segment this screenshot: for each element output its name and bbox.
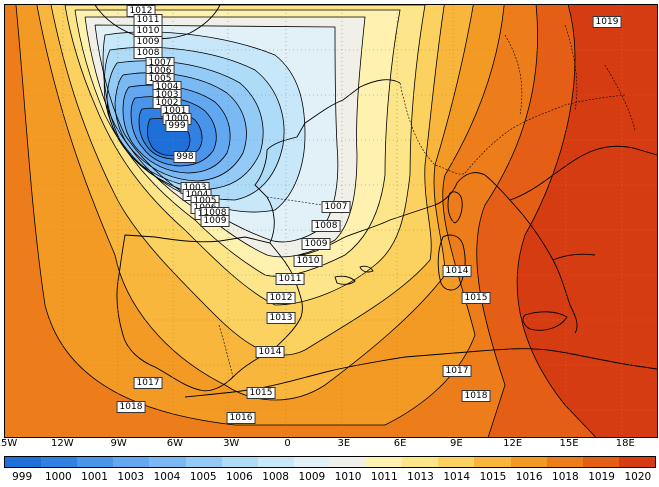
contour-label: 1018 xyxy=(461,390,491,402)
contour-label: 1007 xyxy=(321,201,351,213)
colorbar-swatch xyxy=(41,457,78,467)
colorbar-swatch xyxy=(149,457,186,467)
colorbar-swatch xyxy=(438,457,475,467)
colorbar-label: 1020 xyxy=(624,471,652,483)
contour-label: 1009 xyxy=(301,238,331,250)
isobar-lines xyxy=(15,5,597,437)
colorbar-label: 1018 xyxy=(552,471,579,483)
colorbar-swatch xyxy=(618,457,655,467)
sardinia xyxy=(437,234,466,291)
colorbar-label: 1011 xyxy=(370,471,398,483)
sicily xyxy=(522,311,568,331)
colorbar-swatch xyxy=(402,457,439,467)
mediterranean-coast xyxy=(300,182,458,256)
colorbar-label: 1016 xyxy=(515,471,543,483)
colorbar-swatch xyxy=(582,457,619,467)
pressure-map: 1012 1011 1010 1009 1008 1007 1006 1005 1004 1003… xyxy=(4,4,658,438)
isobar-chart xyxy=(5,5,657,437)
corsica xyxy=(447,191,463,224)
contour-label: 999 xyxy=(165,120,189,132)
contour-label: 1011 xyxy=(275,273,305,285)
colorbar-label: 1005 xyxy=(189,471,217,483)
contour-label: 1008 xyxy=(311,220,341,232)
colorbar-swatch xyxy=(546,457,583,467)
colorbar-swatch xyxy=(366,457,403,467)
x-axis-tick: 3W xyxy=(223,438,240,449)
british-coast xyxy=(94,5,221,40)
x-axis-tick: 12E xyxy=(503,438,523,449)
colorbar-labels: 999 1000 1001 1003 1004 1005 1006 1008 1009 1010 1… xyxy=(4,471,656,485)
colorbar-label: 1008 xyxy=(262,471,289,483)
x-axis-tick: 0 xyxy=(284,438,291,449)
colorbar-swatch xyxy=(5,457,42,467)
contour-label: 1014 xyxy=(442,265,472,277)
france-coast xyxy=(254,79,401,244)
colorbar-label: 1000 xyxy=(44,471,72,483)
italy-coast xyxy=(456,172,596,334)
iberia-coast xyxy=(116,234,303,392)
colorbar-swatch xyxy=(113,457,150,467)
colorbar-swatch xyxy=(293,457,330,467)
contour-label: 1009 xyxy=(200,215,230,227)
contour-label: 1016 xyxy=(226,412,256,424)
x-axis-tick: 12W xyxy=(50,438,74,449)
x-axis-tick: 15E xyxy=(559,438,579,449)
colorbar-label: 1019 xyxy=(588,471,615,483)
x-axis-tick: 6W xyxy=(166,438,184,449)
x-axis-tick: 3E xyxy=(337,438,351,449)
borders xyxy=(218,24,636,378)
adriatic-coast xyxy=(509,145,657,201)
contour-label: 1014 xyxy=(255,346,285,358)
contour-label: 1015 xyxy=(246,387,276,399)
contour-label: 1017 xyxy=(133,377,163,389)
contour-label: 1010 xyxy=(293,255,323,267)
colorbar-label: 1014 xyxy=(443,471,471,483)
colorbar-swatch xyxy=(474,457,511,467)
x-axis-tick: 18E xyxy=(615,438,635,449)
x-axis-tick: 6E xyxy=(393,438,407,449)
colorbar-label: 1001 xyxy=(81,471,108,483)
contour-label: 1012 xyxy=(266,292,296,304)
x-axis: 15W 12W 9W 6W 3W 0 3E 6E 9E 12E 15E 18E xyxy=(0,438,659,452)
contour-label: 1013 xyxy=(266,312,296,324)
colorbar-swatch xyxy=(329,457,367,467)
graticule xyxy=(5,5,657,437)
colorbar xyxy=(4,456,656,468)
colorbar-label: 1013 xyxy=(407,471,434,483)
colorbar-label: 1003 xyxy=(117,471,145,483)
x-axis-tick: 9E xyxy=(450,438,463,449)
colorbar-label: 999 xyxy=(12,471,33,483)
colorbar-label: 1006 xyxy=(226,471,253,483)
contour-label: 998 xyxy=(173,151,197,163)
balearics xyxy=(334,265,374,285)
colorbar-swatch xyxy=(257,457,294,467)
x-axis-tick: 9W xyxy=(110,438,127,449)
contour-label: 1015 xyxy=(461,292,491,304)
colorbar-swatch xyxy=(77,457,114,467)
colorbar-swatch xyxy=(510,457,547,467)
colorbar-label: 1009 xyxy=(298,471,326,483)
colorbar-label: 1015 xyxy=(479,471,507,483)
contour-label: 1019 xyxy=(592,16,622,28)
contour-label: 1018 xyxy=(116,401,146,413)
colorbar-label: 1004 xyxy=(153,471,181,483)
colorbar-swatch xyxy=(185,457,222,467)
contour-label: 1017 xyxy=(442,365,472,377)
colorbar-label: 1010 xyxy=(334,471,362,483)
colorbar-swatch xyxy=(221,457,258,467)
x-axis-tick: 15W xyxy=(0,438,18,449)
